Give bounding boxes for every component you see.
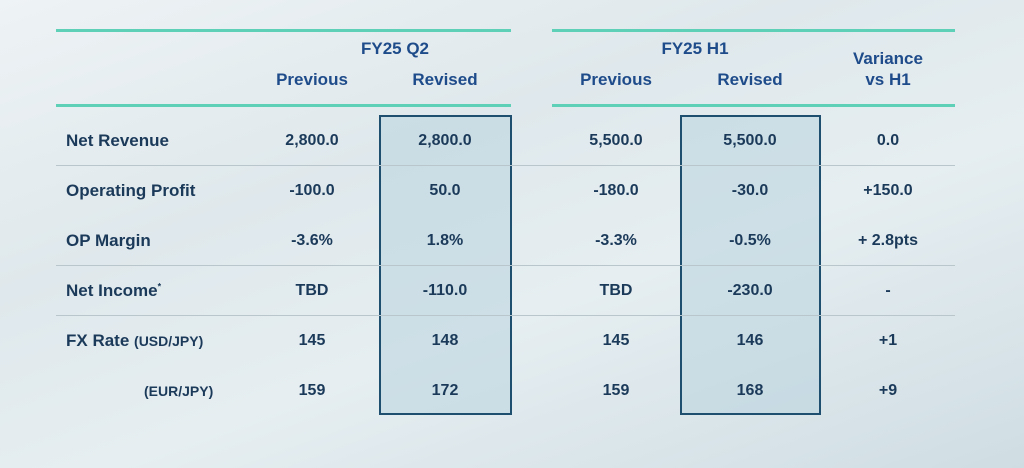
header-q2-revised: Revised [412, 70, 478, 89]
header-variance-line1: Variance [853, 49, 923, 68]
row-label-fx-rate: FX Rate (USD/JPY) [66, 331, 203, 351]
eur-jpy-q2-previous: 159 [298, 382, 326, 399]
net-revenue-h1-previous: 5,500.0 [589, 132, 643, 149]
usd-jpy-h1-revised: 146 [736, 332, 764, 349]
header-fy25-q2: FY25 Q2 [360, 39, 430, 58]
header-q2-previous: Previous [276, 70, 348, 89]
op-margin-h1-revised: -0.5% [729, 232, 771, 249]
net-income-variance: - [885, 282, 891, 299]
eur-jpy-q2-revised: 172 [431, 382, 459, 399]
row-label-net-income: Net Income* [66, 281, 161, 301]
row-label-op-margin: OP Margin [66, 231, 151, 250]
operating-profit-h1-revised: -30.0 [731, 182, 769, 199]
usd-jpy-q2-revised: 148 [431, 332, 459, 349]
header-h1-previous: Previous [580, 70, 652, 89]
op-margin-variance: + 2.8pts [857, 232, 919, 249]
usd-jpy-h1-previous: 145 [602, 332, 630, 349]
fx-rate-label-text: FX Rate [66, 331, 130, 350]
row-label-operating-profit: Operating Profit [66, 181, 196, 200]
net-income-footnote-mark: * [157, 281, 162, 292]
row-separator-2 [56, 265, 955, 266]
row-label-net-revenue: Net Revenue [66, 131, 169, 150]
eur-jpy-h1-previous: 159 [602, 382, 630, 399]
row-separator-1 [56, 165, 955, 166]
usd-jpy-variance: +1 [878, 332, 898, 349]
header-rule-left [56, 104, 511, 107]
net-income-label-text: Net Income [66, 281, 158, 300]
net-revenue-variance: 0.0 [876, 132, 900, 149]
header-h1-revised: Revised [717, 70, 783, 89]
header-variance-line2: vs H1 [865, 70, 911, 89]
op-margin-h1-previous: -3.3% [595, 232, 637, 249]
operating-profit-q2-revised: 50.0 [429, 182, 461, 199]
net-income-q2-revised: -110.0 [422, 282, 468, 299]
net-income-h1-previous: TBD [599, 282, 633, 299]
net-income-h1-revised: -230.0 [727, 282, 773, 299]
usd-jpy-q2-previous: 145 [298, 332, 326, 349]
net-revenue-q2-revised: 2,800.0 [418, 132, 472, 149]
top-rule-left [56, 29, 511, 32]
op-margin-q2-previous: -3.6% [291, 232, 333, 249]
operating-profit-h1-previous: -180.0 [593, 182, 639, 199]
net-revenue-q2-previous: 2,800.0 [285, 132, 339, 149]
row-label-eur-jpy: (EUR/JPY) [144, 383, 214, 399]
header-fy25-h1: FY25 H1 [661, 39, 729, 58]
net-revenue-h1-revised: 5,500.0 [723, 132, 777, 149]
eur-jpy-variance: +9 [878, 382, 898, 399]
header-variance: Variance vs H1 [828, 48, 948, 90]
fx-rate-usd-jpy-label: (USD/JPY) [134, 333, 204, 349]
header-rule-right [552, 104, 955, 107]
net-income-q2-previous: TBD [295, 282, 329, 299]
operating-profit-variance: +150.0 [863, 182, 913, 199]
row-separator-3 [56, 315, 955, 316]
op-margin-q2-revised: 1.8% [426, 232, 464, 249]
eur-jpy-h1-revised: 168 [736, 382, 764, 399]
top-rule-right [552, 29, 955, 32]
operating-profit-q2-previous: -100.0 [289, 182, 335, 199]
